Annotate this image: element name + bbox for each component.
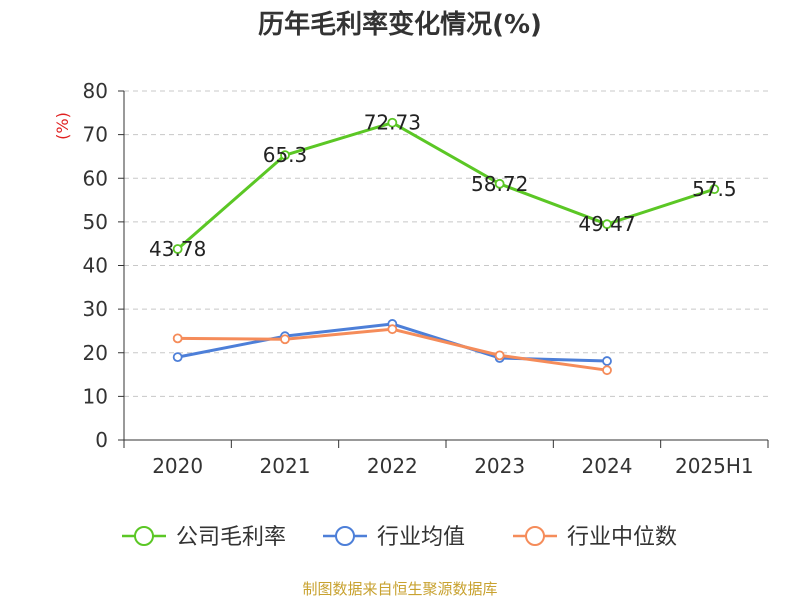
axes: 0 10 20 30 40 50 60 70 80 2020 2021 2022 2023 2024 202… — [83, 79, 769, 478]
data-point — [172, 333, 183, 344]
legend-marker-circle — [525, 526, 545, 546]
x-tick-label: 2021 — [260, 454, 311, 478]
y-tick-label: 10 — [83, 384, 108, 408]
y-tick-label: 0 — [95, 428, 108, 452]
data-label: 49.47 — [578, 212, 635, 236]
series-line-2 — [177, 327, 608, 372]
data-point — [602, 219, 612, 230]
x-tick-label: 2023 — [474, 454, 525, 478]
data-point — [280, 334, 290, 345]
x-tick-label: 2024 — [582, 454, 633, 478]
data-point — [172, 352, 183, 363]
data-label: 57.5 — [692, 177, 737, 201]
series-line-0 — [176, 121, 715, 251]
data-point — [494, 178, 505, 189]
y-tick-label: 60 — [83, 166, 108, 190]
data-label: 72.73 — [364, 111, 421, 135]
data-labels: 43.78 65.3 72.73 58.72 49.47 57.5 — [149, 111, 737, 261]
data-point — [602, 365, 612, 376]
x-tick-label: 2025H1 — [675, 454, 754, 478]
y-tick-label: 70 — [83, 123, 108, 147]
data-point — [709, 184, 720, 195]
y-axis-label: (%) — [53, 112, 72, 140]
y-tick-label: 50 — [83, 210, 108, 234]
legend-marker-circle — [134, 526, 154, 546]
y-tick-label: 80 — [83, 79, 108, 103]
legend-entry: 公司毛利率 — [176, 525, 286, 550]
legend-entry: 行业均值 — [377, 525, 465, 550]
y-tick-label: 40 — [83, 254, 108, 278]
data-point — [602, 356, 612, 366]
legend: 公司毛利率 行业均值 行业中位数 — [122, 525, 677, 550]
data-point — [172, 244, 183, 254]
legend-entry: 行业中位数 — [567, 525, 677, 550]
grid-lines — [124, 90, 768, 397]
data-point — [387, 117, 398, 128]
data-point — [494, 350, 505, 361]
series-lines — [172, 117, 720, 376]
footer-source: 制图数据来自恒生聚源数据库 — [302, 580, 498, 598]
data-point — [387, 324, 398, 335]
legend-marker-circle — [335, 526, 355, 546]
x-tick-label: 2020 — [152, 454, 203, 478]
y-tick-label: 30 — [83, 297, 108, 321]
data-point — [280, 150, 290, 161]
x-tick-label: 2022 — [367, 454, 418, 478]
data-label: 43.78 — [149, 237, 206, 261]
chart-title: 历年毛利率变化情况(%) — [258, 10, 542, 40]
data-label: 65.3 — [263, 143, 308, 167]
y-tick-label: 20 — [83, 341, 108, 365]
data-label: 58.72 — [471, 172, 528, 196]
